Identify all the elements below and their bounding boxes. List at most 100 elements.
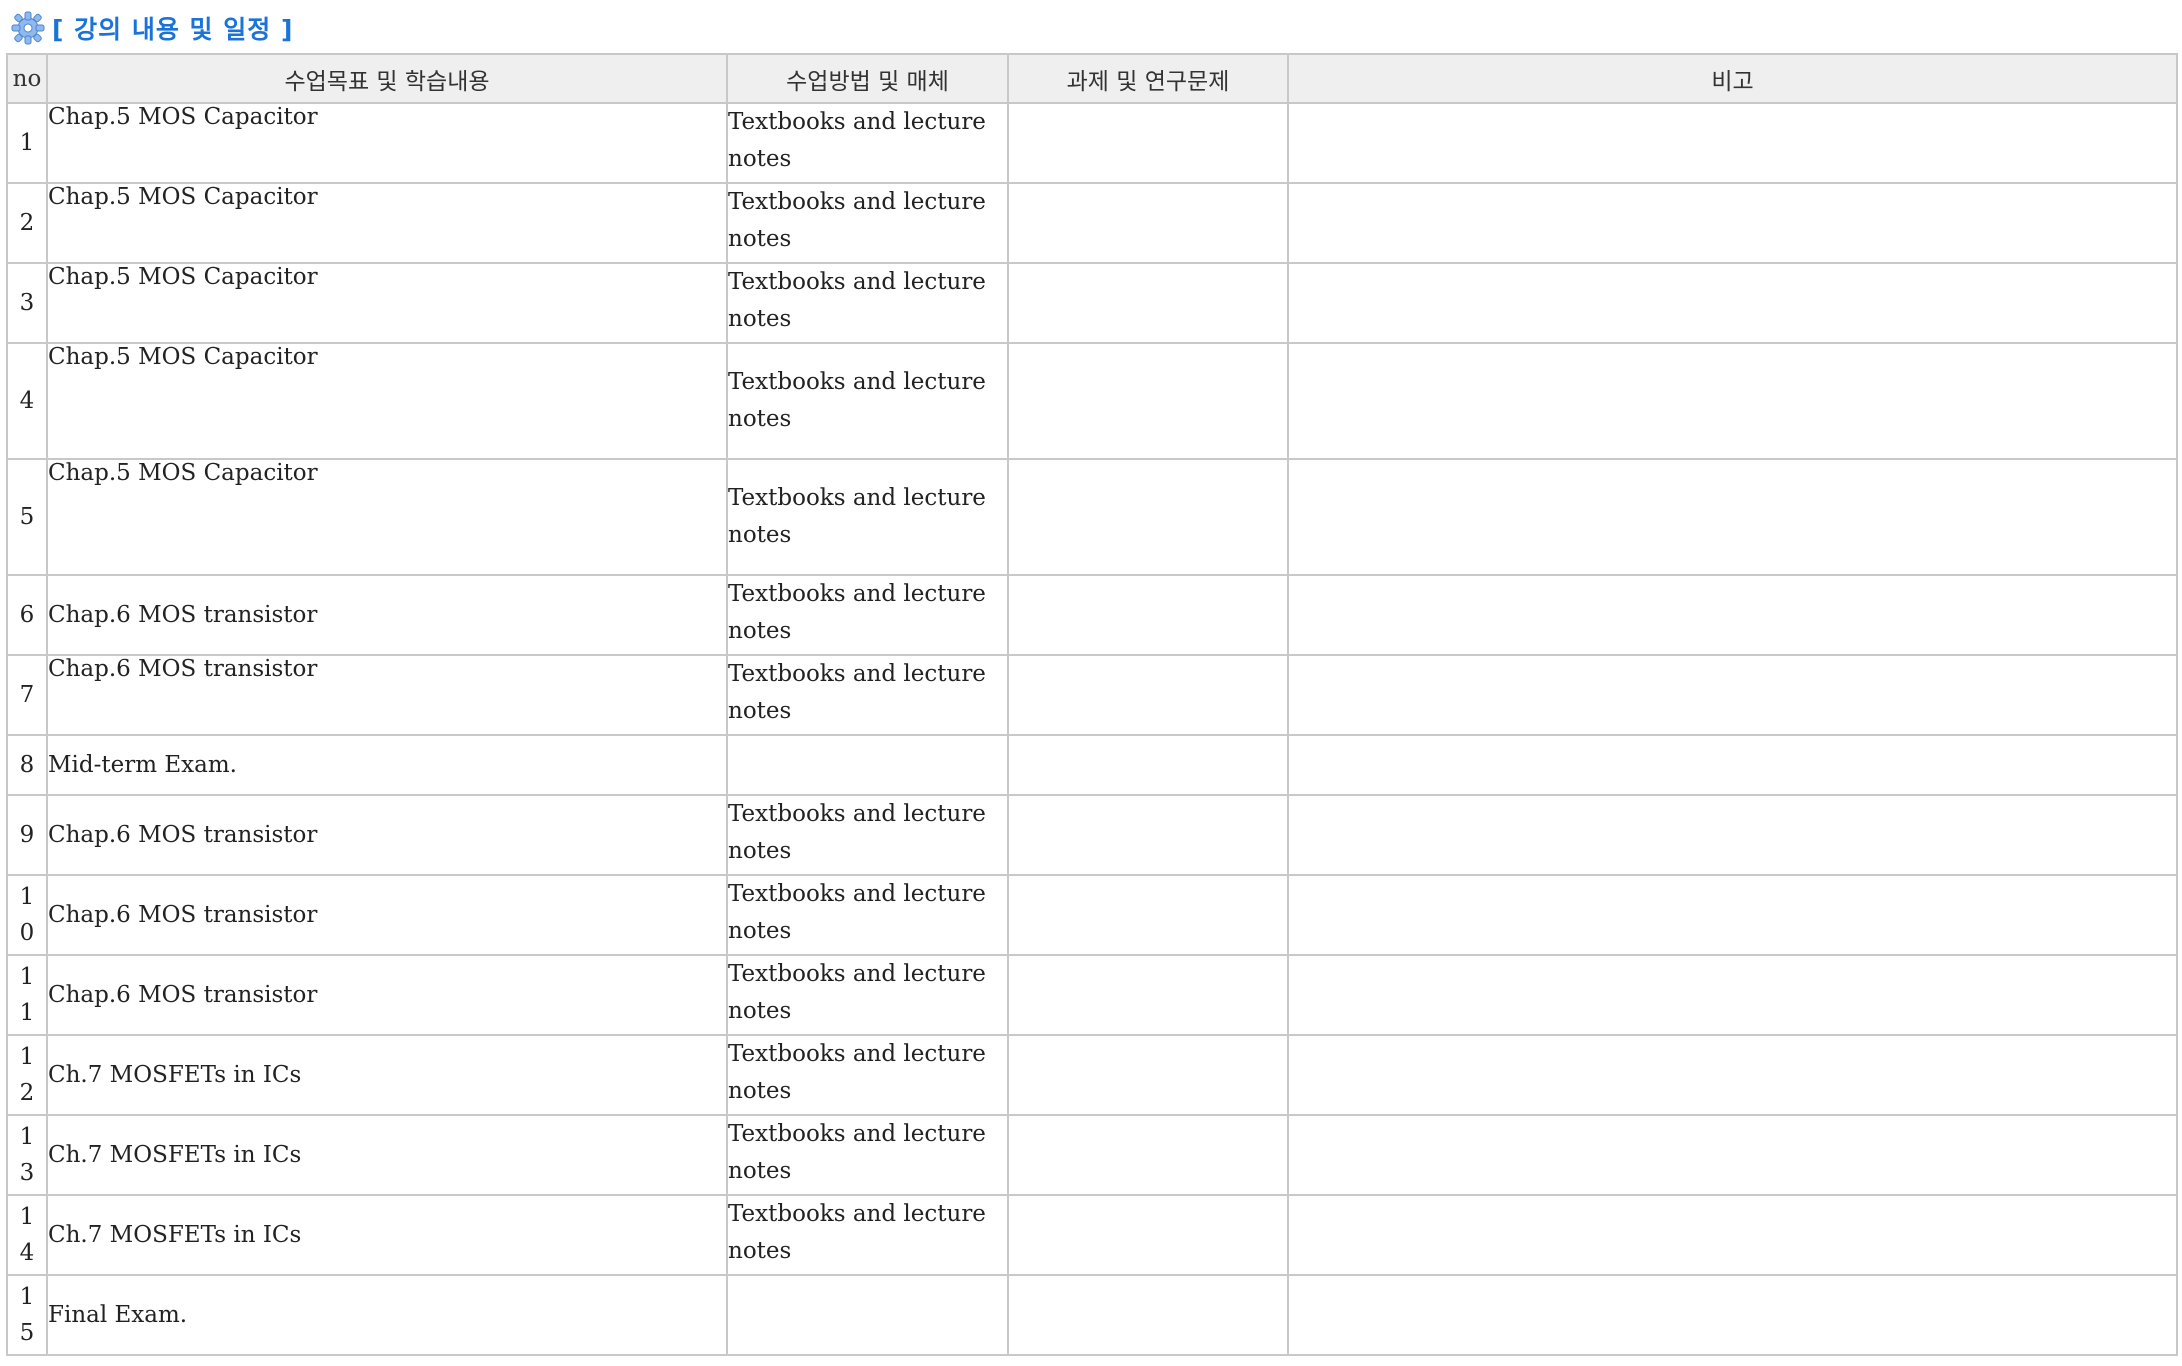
row-content: Ch.7 MOSFETs in ICs [46, 1114, 728, 1196]
row-no: 9 [6, 794, 48, 876]
table-row: 2 Chap.5 MOS Capacitor Textbooks and lec… [6, 182, 2178, 264]
row-method: Textbooks and lecture notes [726, 458, 1009, 576]
row-content: Chap.6 MOS transistor [46, 874, 728, 956]
table-row: 14 Ch.7 MOSFETs in ICs Textbooks and lec… [6, 1194, 2178, 1276]
table-row: 10 Chap.6 MOS transistor Textbooks and l… [6, 874, 2178, 956]
header-no: no [6, 53, 48, 104]
row-method: Textbooks and lecture notes [726, 182, 1009, 264]
row-method: Textbooks and lecture notes [726, 1034, 1009, 1116]
row-assignment [1007, 1114, 1289, 1196]
schedule-table: no 수업목표 및 학습내용 수업방법 및 매체 과제 및 연구문제 비고 1 … [6, 53, 2178, 1356]
row-content: Chap.6 MOS transistor [46, 954, 728, 1036]
row-remarks [1287, 794, 2178, 876]
row-content: Chap.6 MOS transistor [46, 654, 728, 736]
gear-icon [10, 10, 46, 46]
table-row: 13 Ch.7 MOSFETs in ICs Textbooks and lec… [6, 1114, 2178, 1196]
row-remarks [1287, 262, 2178, 344]
row-method: Textbooks and lecture notes [726, 654, 1009, 736]
row-content: Ch.7 MOSFETs in ICs [46, 1194, 728, 1276]
row-remarks [1287, 1034, 2178, 1116]
row-remarks [1287, 954, 2178, 1036]
row-no: 13 [6, 1114, 48, 1196]
row-assignment [1007, 1034, 1289, 1116]
row-assignment [1007, 574, 1289, 656]
row-method: Textbooks and lecture notes [726, 574, 1009, 656]
row-content: Chap.5 MOS Capacitor [46, 342, 728, 460]
row-content: Ch.7 MOSFETs in ICs [46, 1034, 728, 1116]
row-method [726, 734, 1009, 796]
row-no: 2 [6, 182, 48, 264]
row-content: Mid-term Exam. [46, 734, 728, 796]
row-assignment [1007, 654, 1289, 736]
row-assignment [1007, 1194, 1289, 1276]
row-method: Textbooks and lecture notes [726, 102, 1009, 184]
section-header: [ 강의 내용 및 일정 ] [10, 8, 293, 48]
row-no: 4 [6, 342, 48, 460]
row-remarks [1287, 102, 2178, 184]
header-remarks: 비고 [1287, 53, 2178, 104]
row-content: Chap.5 MOS Capacitor [46, 102, 728, 184]
table-row: 12 Ch.7 MOSFETs in ICs Textbooks and lec… [6, 1034, 2178, 1116]
table-row: 8 Mid-term Exam. [6, 734, 2178, 796]
row-content: Chap.5 MOS Capacitor [46, 262, 728, 344]
table-row: 15 Final Exam. [6, 1274, 2178, 1356]
row-remarks [1287, 734, 2178, 796]
row-assignment [1007, 342, 1289, 460]
row-remarks [1287, 1274, 2178, 1356]
row-remarks [1287, 1194, 2178, 1276]
row-no: 15 [6, 1274, 48, 1356]
table-row: 11 Chap.6 MOS transistor Textbooks and l… [6, 954, 2178, 1036]
row-remarks [1287, 574, 2178, 656]
row-assignment [1007, 102, 1289, 184]
row-method: Textbooks and lecture notes [726, 262, 1009, 344]
row-remarks [1287, 654, 2178, 736]
row-content: Chap.5 MOS Capacitor [46, 182, 728, 264]
header-content: 수업목표 및 학습내용 [46, 53, 728, 104]
row-content: Final Exam. [46, 1274, 728, 1356]
row-remarks [1287, 342, 2178, 460]
table-row: 4 Chap.5 MOS Capacitor Textbooks and lec… [6, 342, 2178, 460]
table-row: 9 Chap.6 MOS transistor Textbooks and le… [6, 794, 2178, 876]
row-no: 12 [6, 1034, 48, 1116]
row-assignment [1007, 1274, 1289, 1356]
header-method: 수업방법 및 매체 [726, 53, 1009, 104]
row-content: Chap.5 MOS Capacitor [46, 458, 728, 576]
row-assignment [1007, 954, 1289, 1036]
row-method: Textbooks and lecture notes [726, 874, 1009, 956]
table-header-row: no 수업목표 및 학습내용 수업방법 및 매체 과제 및 연구문제 비고 [6, 53, 2178, 104]
section-title: [ 강의 내용 및 일정 ] [52, 15, 294, 44]
table-row: 7 Chap.6 MOS transistor Textbooks and le… [6, 654, 2178, 736]
row-no: 7 [6, 654, 48, 736]
header-assignment: 과제 및 연구문제 [1007, 53, 1289, 104]
row-method: Textbooks and lecture notes [726, 954, 1009, 1036]
row-assignment [1007, 182, 1289, 264]
row-no: 5 [6, 458, 48, 576]
table-row: 3 Chap.5 MOS Capacitor Textbooks and lec… [6, 262, 2178, 344]
row-assignment [1007, 262, 1289, 344]
row-no: 8 [6, 734, 48, 796]
row-no: 1 [6, 102, 48, 184]
row-assignment [1007, 734, 1289, 796]
row-content: Chap.6 MOS transistor [46, 574, 728, 656]
row-no: 10 [6, 874, 48, 956]
row-method: Textbooks and lecture notes [726, 1114, 1009, 1196]
row-remarks [1287, 1114, 2178, 1196]
row-remarks [1287, 874, 2178, 956]
row-method [726, 1274, 1009, 1356]
table-row: 5 Chap.5 MOS Capacitor Textbooks and lec… [6, 458, 2178, 576]
row-no: 6 [6, 574, 48, 656]
row-content: Chap.6 MOS transistor [46, 794, 728, 876]
row-assignment [1007, 874, 1289, 956]
table-row: 1 Chap.5 MOS Capacitor Textbooks and lec… [6, 102, 2178, 184]
table-row: 6 Chap.6 MOS transistor Textbooks and le… [6, 574, 2178, 656]
row-method: Textbooks and lecture notes [726, 342, 1009, 460]
row-assignment [1007, 794, 1289, 876]
row-method: Textbooks and lecture notes [726, 1194, 1009, 1276]
row-no: 11 [6, 954, 48, 1036]
row-no: 14 [6, 1194, 48, 1276]
row-method: Textbooks and lecture notes [726, 794, 1009, 876]
row-no: 3 [6, 262, 48, 344]
row-remarks [1287, 458, 2178, 576]
row-assignment [1007, 458, 1289, 576]
row-remarks [1287, 182, 2178, 264]
